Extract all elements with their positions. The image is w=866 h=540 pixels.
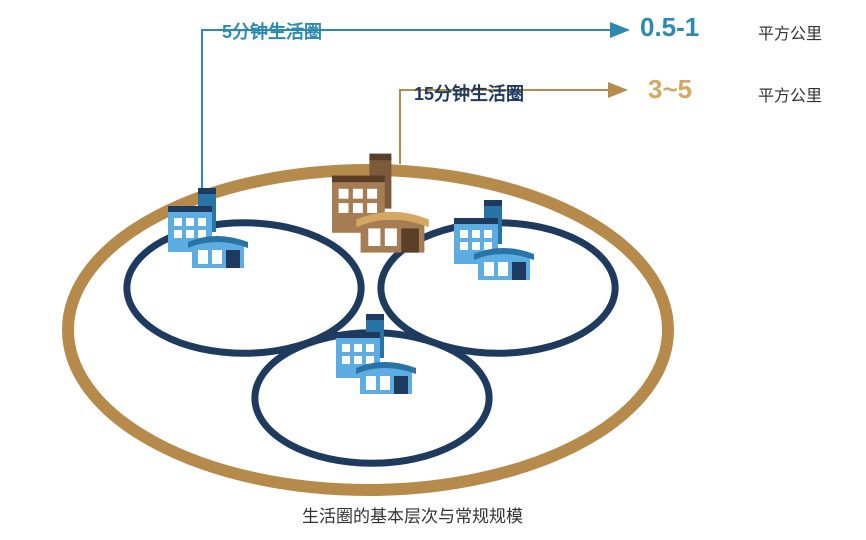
unit-15min: 平方公里 (758, 82, 822, 106)
unit-5min: 平方公里 (758, 20, 822, 44)
label-15min: 15分钟生活圈 (414, 80, 524, 106)
value-5min: 0.5-1 (640, 12, 699, 43)
diagram-canvas: 5分钟生活圈 15分钟生活圈 0.5-1 3~5 平方公里 平方公里 生活圈的基… (0, 0, 866, 535)
label-5min: 5分钟生活圈 (222, 18, 322, 44)
value-15min: 3~5 (648, 74, 692, 105)
caption: 生活圈的基本层次与常规规模 (302, 502, 523, 527)
